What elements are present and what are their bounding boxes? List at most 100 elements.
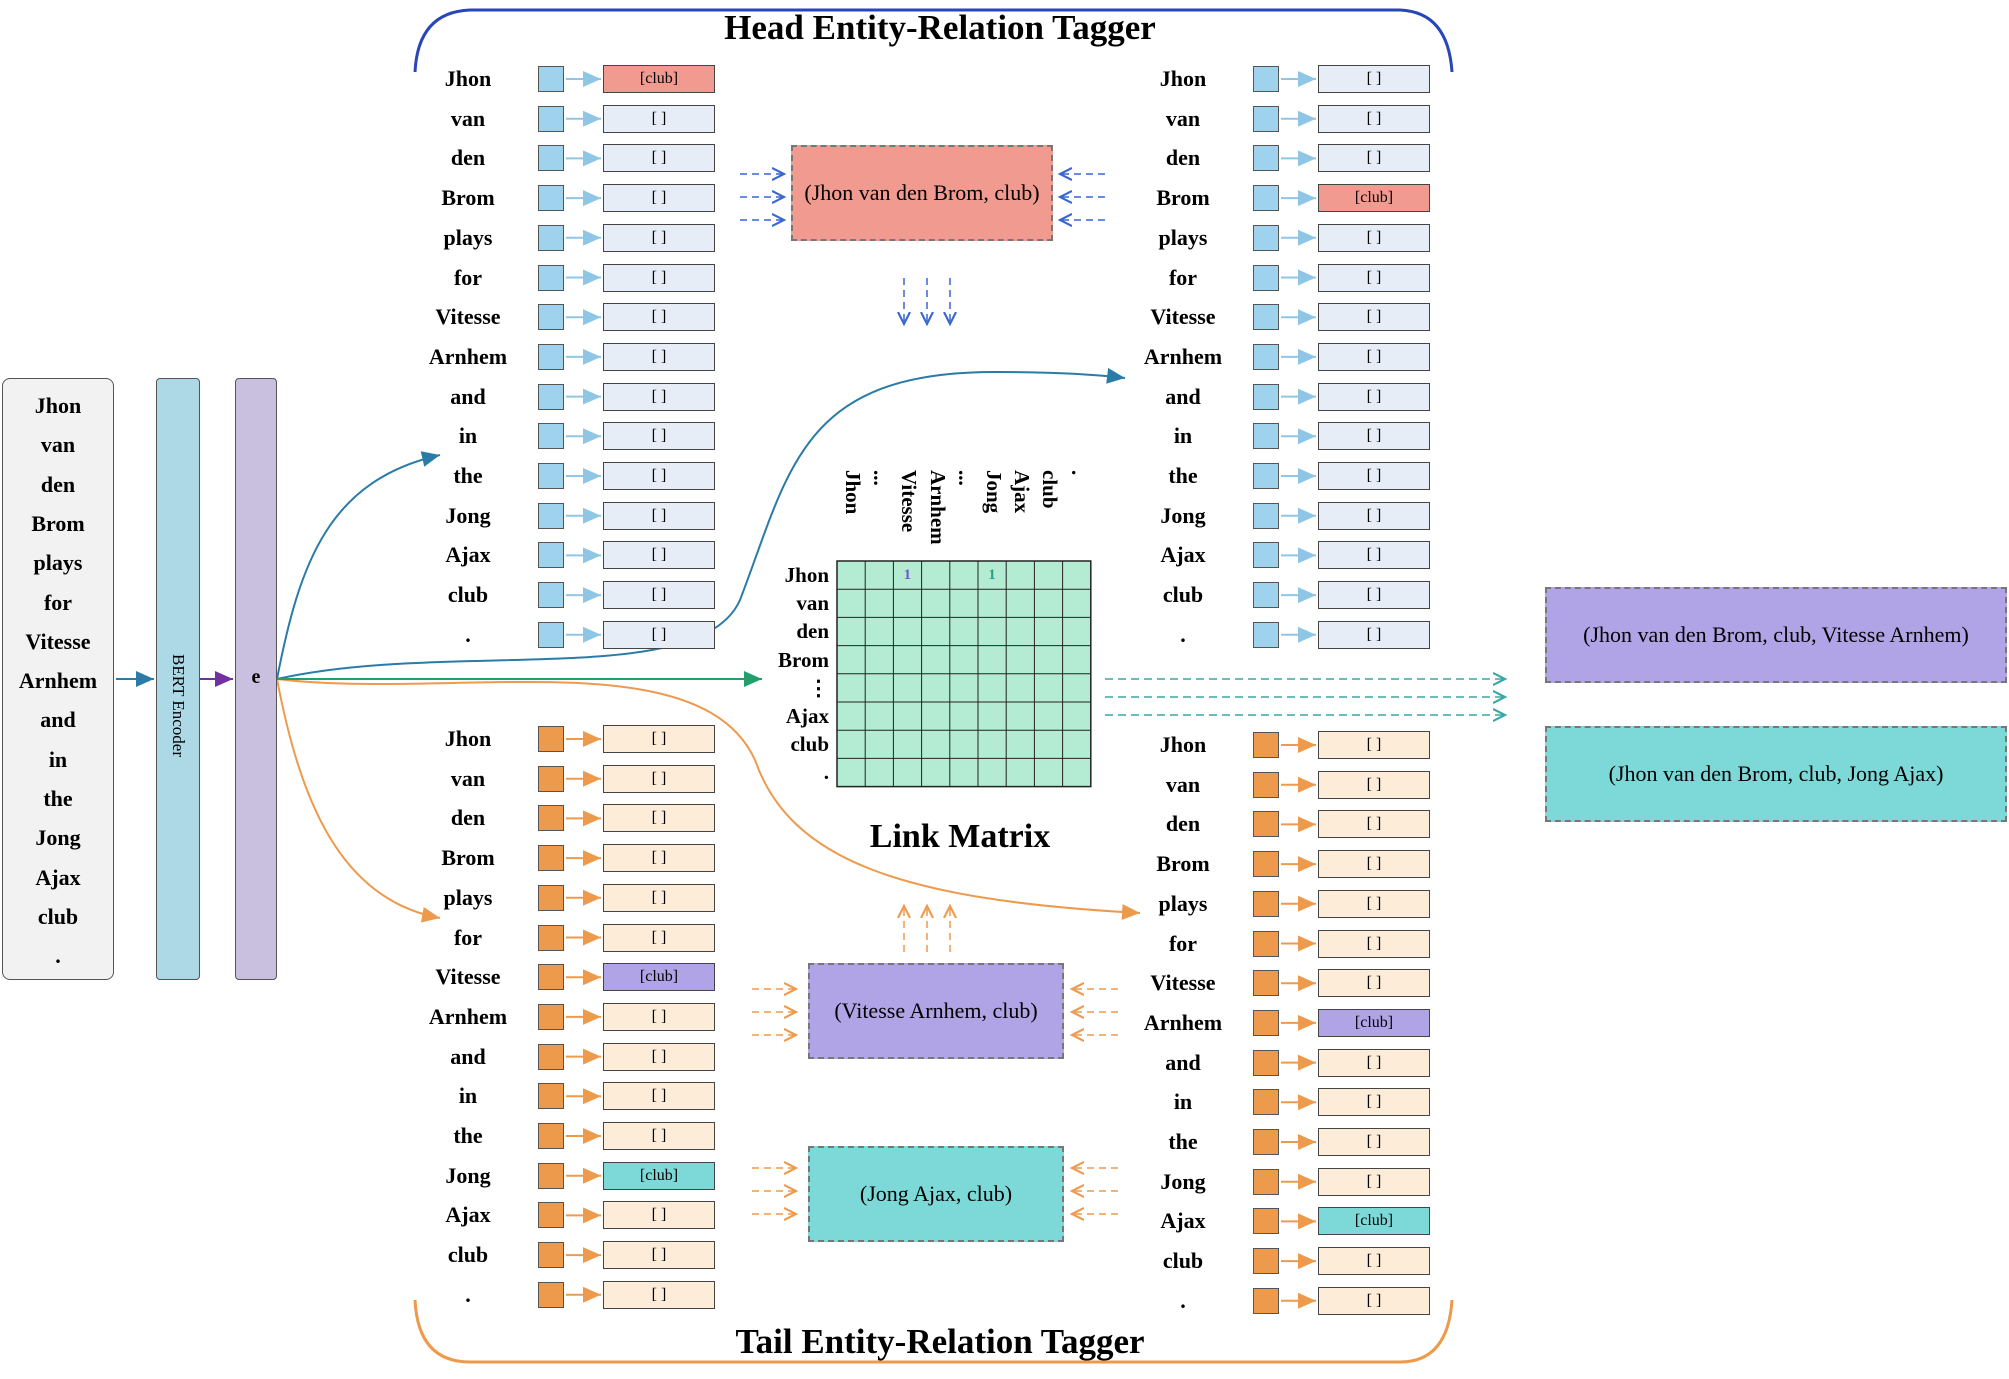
input-token: . [55,943,61,969]
matrix-col-label: Jhon [841,470,865,515]
token-embedding-square [1253,1248,1279,1275]
tagger-token: in [1173,423,1193,449]
tagger-token: Ajax [445,1202,491,1228]
token-embedding-square [1253,423,1279,450]
token-embedding-square [1253,105,1279,132]
empty-tag: [ ] [1318,462,1430,490]
empty-tag: [ ] [603,1201,715,1230]
matrix-col-label: Vitesse [897,470,922,533]
token-embedding-square [1253,463,1279,489]
token-embedding-square [538,1003,564,1030]
tagger-token: Vitesse [1150,304,1216,330]
matrix-row-label: den [796,619,829,644]
tagger-token: van [450,765,486,791]
tagger-token: Brom [441,845,495,871]
tagger-token: for [453,924,483,950]
tagger-token: Jhon [444,726,492,751]
token-embedding-square [1253,1208,1279,1235]
empty-tag: [ ] [603,303,715,332]
token-embedding-square [1253,542,1279,569]
empty-tag: [ ] [603,1042,715,1071]
empty-tag: [ ] [603,382,715,411]
token-embedding-square [538,765,564,792]
token-embedding-square [538,423,564,450]
token-embedding-square [1253,1168,1279,1195]
token-embedding-square [538,343,564,370]
tagger-token: van [1165,771,1201,797]
empty-tag: [ ] [603,804,715,833]
token-embedding-square [1253,224,1279,251]
tagger-token: Jong [445,1162,491,1188]
tagger-token: van [1165,105,1201,131]
token-embedding-square [1253,970,1279,997]
token-embedding-square [538,726,564,752]
empty-tag: [ ] [1318,929,1430,958]
empty-tag: [ ] [1318,770,1430,799]
empty-tag: [ ] [1318,731,1430,759]
output-triple-1: (Jhon van den Brom, club, Vitesse Arnhem… [1545,587,2007,683]
tagger-token: the [453,463,483,488]
empty-tag: [ ] [603,725,715,753]
empty-tag: [ ] [603,1002,715,1031]
empty-tag: [ ] [603,501,715,530]
tagger-token: plays [1158,224,1208,250]
token-embedding-square [538,502,564,529]
token-embedding-square [538,1123,564,1149]
token-embedding-square [1253,621,1279,648]
empty-tag: [ ] [603,342,715,371]
matrix-row-label: van [796,591,829,616]
tagger-token: Arnhem [428,1003,508,1029]
empty-tag: [ ] [1318,144,1430,173]
token-embedding-square [538,845,564,872]
tagger-token: and [1165,383,1201,409]
matrix-row-label: Ajax [785,704,829,728]
empty-tag: [ ] [1318,1247,1430,1276]
tagger-token: club [447,582,489,608]
tagger-token: club [1162,1248,1204,1274]
input-token: Vitesse [25,628,91,654]
token-embedding-square [538,964,564,991]
tagger-token: Arnhem [1143,343,1223,369]
empty-tag: [ ] [603,1082,715,1111]
output-triple-2: (Jhon van den Brom, club, Jong Ajax) [1545,726,2007,822]
empty-tag: [ ] [1318,65,1430,93]
tagger-token: and [1165,1049,1201,1075]
empty-tag: [ ] [603,764,715,793]
token-embedding-square [538,542,564,569]
matrix-col-label: Arnhem [925,470,950,545]
input-token: Brom [31,510,85,536]
input-token: van [40,432,76,458]
token-embedding-square [538,1242,564,1269]
tagger-token: Ajax [445,542,491,568]
tagger-token: Jong [1160,502,1206,528]
tagger-token: the [1168,1129,1198,1154]
tagger-token: plays [443,224,493,250]
tail-entity-relation-pair-1: (Vitesse Arnhem, club) [808,963,1064,1059]
empty-tag: [ ] [603,883,715,912]
token-embedding-square [538,1043,564,1070]
input-token: Arnhem [18,668,98,694]
club-tag: [club] [1318,1008,1430,1037]
tagger-token: Vitesse [435,304,501,330]
token-embedding-square [538,224,564,251]
token-embedding-square [538,1202,564,1229]
tagger-token: Jhon [1159,732,1207,757]
tagger-token: Arnhem [1143,1009,1223,1035]
tagger-token: Jong [445,502,491,528]
token-embedding-square [538,264,564,291]
input-token: club [37,903,79,929]
tagger-token: Jhon [1159,66,1207,91]
tagger-token: . [1180,1287,1186,1313]
link-matrix-title: Link Matrix [869,818,1051,855]
token-embedding-square [538,1083,564,1110]
token-embedding-square [538,145,564,172]
empty-tag: [ ] [1318,303,1430,332]
empty-tag: [ ] [1318,1088,1430,1117]
embedding-e [235,378,277,980]
empty-tag: [ ] [1318,263,1430,292]
tagger-token: . [465,1281,471,1307]
empty-tag: [ ] [1318,620,1430,649]
token-embedding-square [1253,851,1279,878]
empty-tag: [ ] [1318,223,1430,252]
token-embedding-square [1253,264,1279,291]
